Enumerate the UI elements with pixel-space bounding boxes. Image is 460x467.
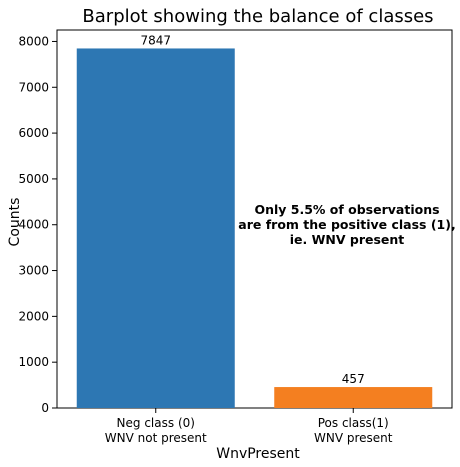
x-axis-title: WnvPresent bbox=[216, 446, 300, 462]
y-tick-label: 7000 bbox=[18, 80, 49, 94]
y-axis-title: Counts bbox=[7, 198, 23, 247]
annotation-text: Only 5.5% of observations are from the po… bbox=[238, 202, 455, 247]
bars-group: 7847 457 bbox=[76, 33, 433, 409]
y-tick-label: 4000 bbox=[18, 218, 49, 232]
x-axis: Neg class (0)WNV not present Pos class(1)… bbox=[105, 408, 393, 445]
x-tick-label: WNV present bbox=[314, 431, 393, 445]
plot-frame bbox=[56, 29, 453, 409]
y-tick-label: 6000 bbox=[18, 126, 49, 140]
y-tick-label: 1000 bbox=[18, 355, 49, 369]
chart-title: Barplot showing the balance of classes bbox=[82, 6, 433, 27]
y-tick-label: 8000 bbox=[18, 34, 49, 48]
bar bbox=[274, 387, 433, 408]
y-tick-label: 2000 bbox=[18, 309, 49, 323]
bar-value-label: 7847 bbox=[140, 33, 171, 47]
annotation-line: are from the positive class (1), bbox=[238, 217, 455, 232]
bar bbox=[76, 48, 235, 409]
annotation-line: ie. WNV present bbox=[290, 232, 405, 247]
x-tick-label: Pos class(1) bbox=[318, 416, 389, 430]
x-tick-label: WNV not present bbox=[105, 431, 207, 445]
x-tick-label: Neg class (0) bbox=[117, 416, 195, 430]
annotation-line: Only 5.5% of observations bbox=[254, 202, 439, 217]
plot-border bbox=[56, 29, 453, 409]
y-tick-label: 5000 bbox=[18, 172, 49, 186]
y-tick-label: 0 bbox=[41, 401, 49, 415]
y-axis: 0 1000 2000 3000 4000 5000 6000 7000 8000 bbox=[18, 34, 57, 415]
y-tick-label: 3000 bbox=[18, 264, 49, 278]
bar-value-label: 457 bbox=[342, 372, 365, 386]
